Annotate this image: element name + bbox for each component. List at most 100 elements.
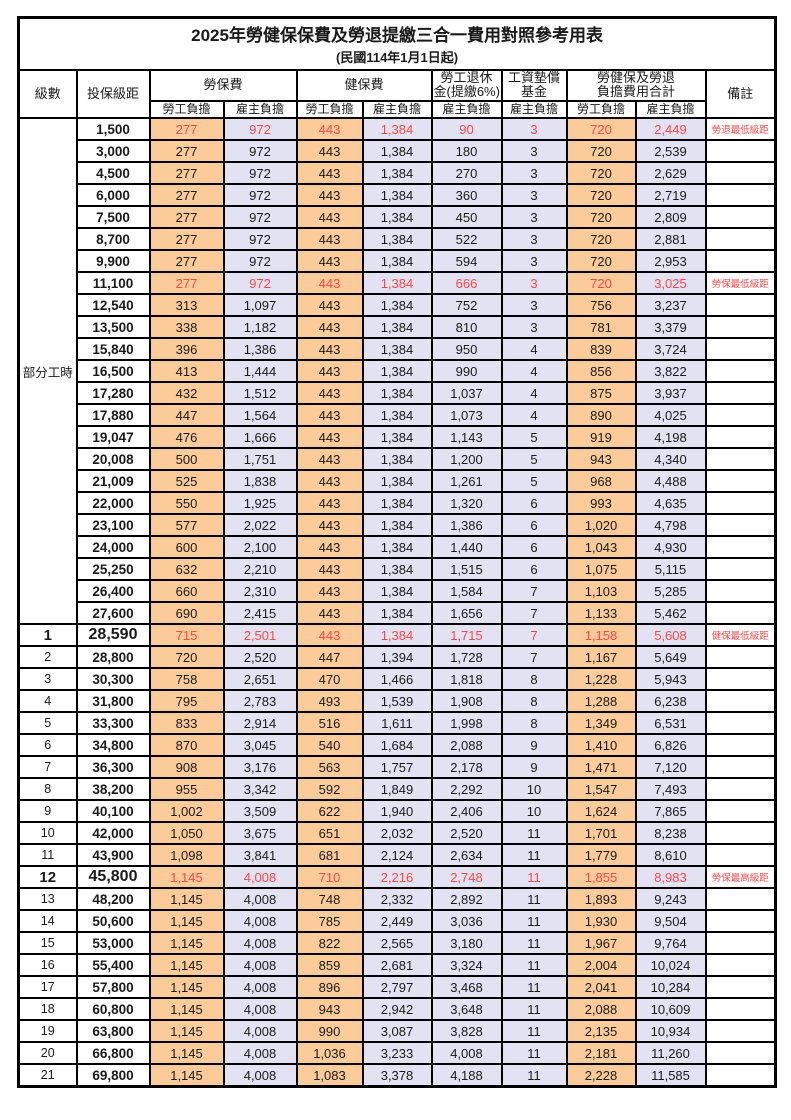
value-cell: 443	[295, 491, 364, 516]
bracket-cell: 13,500	[75, 315, 151, 340]
value-cell: 1,728	[430, 645, 503, 670]
value-cell: 1,020	[565, 513, 637, 538]
value-cell: 4,025	[634, 403, 707, 428]
value-cell: 5,285	[634, 579, 707, 604]
level-cell: 16	[17, 953, 78, 978]
value-cell: 1,050	[148, 821, 225, 846]
bracket-cell: 12,540	[75, 293, 151, 318]
bracket-cell: 31,800	[75, 689, 151, 714]
value-cell: 1,384	[361, 117, 433, 142]
bracket-cell: 25,250	[75, 557, 151, 582]
value-cell: 972	[222, 271, 298, 296]
level-cell: 13	[17, 887, 78, 912]
value-cell: 1,384	[361, 557, 433, 582]
value-cell: 1,384	[361, 601, 433, 626]
value-cell: 8,983	[634, 865, 707, 890]
value-cell: 690	[148, 601, 225, 626]
bracket-cell: 28,800	[75, 645, 151, 670]
remark-cell	[704, 425, 777, 450]
value-cell: 622	[295, 799, 364, 824]
bracket-cell: 23,100	[75, 513, 151, 538]
table-body: 部分工時 1,500 277 972 443 1,384 90 3 720 2,449 勞退最低級距…	[17, 117, 777, 1088]
value-cell: 443	[295, 293, 364, 318]
value-cell: 2,634	[430, 843, 503, 868]
value-cell: 896	[295, 975, 364, 1000]
table-row: 19 63,800 1,145 4,008 990 3,087 3,828 11 2,135 10…	[17, 1019, 777, 1044]
value-cell: 1,838	[222, 469, 298, 494]
value-cell: 720	[565, 271, 637, 296]
page-subtitle: (民國114年1月1日起)	[336, 49, 459, 65]
value-cell: 443	[295, 161, 364, 186]
subheader-health-employer: 雇主負擔	[361, 100, 433, 120]
value-cell: 972	[222, 205, 298, 230]
bracket-cell: 60,800	[75, 997, 151, 1022]
value-cell: 8,610	[634, 843, 707, 868]
value-cell: 1,849	[361, 777, 433, 802]
col-header-health-insurance: 健保費	[295, 68, 433, 103]
value-cell: 447	[148, 403, 225, 428]
value-cell: 950	[430, 337, 503, 362]
value-cell: 1,384	[361, 425, 433, 450]
level-cell: 15	[17, 931, 78, 956]
value-cell: 443	[295, 469, 364, 494]
level-cell: 1	[17, 623, 78, 648]
table-row: 10 42,000 1,050 3,675 651 2,032 2,520 11 1,701 8,…	[17, 821, 777, 846]
value-cell: 3,509	[222, 799, 298, 824]
value-cell: 3,841	[222, 843, 298, 868]
value-cell: 592	[295, 777, 364, 802]
level-cell: 3	[17, 667, 78, 692]
value-cell: 2,004	[565, 953, 637, 978]
bracket-cell: 50,600	[75, 909, 151, 934]
value-cell: 2,181	[565, 1041, 637, 1066]
value-cell: 1,288	[565, 689, 637, 714]
remark-cell	[704, 579, 777, 604]
wage-arrears-header-line2: 基金	[520, 84, 547, 100]
value-cell: 5,462	[634, 601, 707, 626]
value-cell: 1,384	[361, 227, 433, 252]
remark-cell	[704, 777, 777, 802]
bracket-cell: 63,800	[75, 1019, 151, 1044]
value-cell: 3	[500, 271, 568, 296]
value-cell: 1,394	[361, 645, 433, 670]
value-cell: 3,233	[361, 1041, 433, 1066]
total-header-line2: 負擔費用合計	[596, 84, 675, 100]
value-cell: 6,238	[634, 689, 707, 714]
table-row: 27,600 690 2,415 443 1,384 1,656 7 1,133 5,462	[19, 601, 777, 626]
value-cell: 972	[222, 117, 298, 142]
value-cell: 563	[295, 755, 364, 780]
remark-cell: 勞保最低級距	[704, 271, 777, 296]
value-cell: 270	[430, 161, 503, 186]
value-cell: 1,384	[361, 205, 433, 230]
value-cell: 1,200	[430, 447, 503, 472]
remark-cell	[704, 249, 777, 274]
value-cell: 11	[500, 865, 568, 890]
value-cell: 1,167	[565, 645, 637, 670]
remark-cell	[704, 535, 777, 560]
value-cell: 5,649	[634, 645, 707, 670]
value-cell: 4	[500, 337, 568, 362]
bracket-cell: 42,000	[75, 821, 151, 846]
value-cell: 1,073	[430, 403, 503, 428]
value-cell: 2,135	[565, 1019, 637, 1044]
remark-cell	[704, 601, 777, 626]
table-row: 9,900 277 972 443 1,384 594 3 720 2,953	[19, 249, 777, 274]
table-row: 14 50,600 1,145 4,008 785 2,449 3,036 11 1,930 9,…	[17, 909, 777, 934]
remark-cell	[704, 755, 777, 780]
value-cell: 3,036	[430, 909, 503, 934]
value-cell: 413	[148, 359, 225, 384]
table-row: 24,000 600 2,100 443 1,384 1,440 6 1,043 4,930	[19, 535, 777, 560]
value-cell: 972	[222, 161, 298, 186]
value-cell: 443	[295, 315, 364, 340]
subheader-health-employee: 勞工負擔	[295, 100, 364, 120]
value-cell: 1,133	[565, 601, 637, 626]
bracket-cell: 28,590	[75, 623, 151, 648]
value-cell: 2,748	[430, 865, 503, 890]
table-row: 部分工時 1,500 277 972 443 1,384 90 3 720 2,449 勞退最低級距	[17, 117, 777, 626]
value-cell: 4,008	[222, 931, 298, 956]
value-cell: 1,145	[148, 997, 225, 1022]
bracket-cell: 6,000	[75, 183, 151, 208]
value-cell: 3,180	[430, 931, 503, 956]
value-cell: 1,261	[430, 469, 503, 494]
value-cell: 1,384	[361, 579, 433, 604]
value-cell: 2,565	[361, 931, 433, 956]
